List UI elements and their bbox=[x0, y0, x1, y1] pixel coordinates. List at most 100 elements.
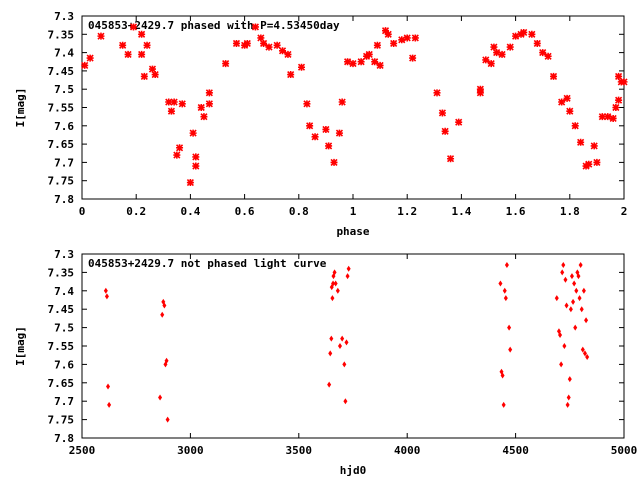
panel-1-data-point bbox=[129, 23, 138, 31]
panel-1-data-point bbox=[273, 41, 281, 49]
panel-1-data-point bbox=[512, 32, 520, 40]
panel-1-data-point bbox=[124, 50, 132, 58]
panel-1-data-point bbox=[119, 41, 127, 49]
panel-1-data-point bbox=[170, 98, 178, 106]
panel-1-data-point bbox=[165, 98, 173, 106]
panel-1-data-point bbox=[344, 58, 352, 66]
panel-1-x-tick-label: 1.8 bbox=[560, 205, 580, 218]
panel-1-data-point bbox=[487, 60, 495, 68]
panel-2-frame bbox=[81, 253, 625, 439]
panel-2-data-point bbox=[566, 394, 571, 401]
panel-1-data-point bbox=[222, 60, 230, 68]
panel-2-x-tick-label: 3500 bbox=[286, 444, 313, 457]
panel-2-data-point bbox=[501, 401, 506, 408]
panel-2-data-point bbox=[574, 287, 579, 294]
panel-1-data-point bbox=[520, 28, 528, 37]
panel-2-data-point bbox=[340, 335, 345, 342]
panel-1-data-point bbox=[476, 89, 484, 97]
panel-2-data-point bbox=[562, 343, 567, 349]
panel-2-data-point bbox=[559, 361, 564, 368]
panel-2-data-point bbox=[160, 311, 165, 318]
panel-1-data-point bbox=[232, 39, 241, 48]
panel-2-y-tick-label: 7.45 bbox=[48, 303, 75, 316]
panel-1-data-point bbox=[192, 162, 200, 170]
panel-1-data-point bbox=[506, 43, 514, 51]
panel-2-data-point bbox=[563, 276, 568, 283]
panel-2-data-point bbox=[561, 262, 566, 269]
panel-2-data-point bbox=[504, 262, 509, 269]
panel-2-data-point bbox=[503, 295, 508, 302]
panel-1-title: 045853+2429.7 phased with P=4.53450day bbox=[88, 19, 340, 32]
panel-2-data-point bbox=[508, 346, 513, 353]
panel-1-data-point bbox=[278, 47, 287, 55]
panel-1-y-tick-label: 7.45 bbox=[48, 65, 75, 78]
panel-1-data-point bbox=[438, 109, 446, 117]
panel-1-data-point bbox=[446, 155, 455, 163]
panel-2-data-point bbox=[337, 343, 342, 349]
panel-1-y-tick-label: 7.6 bbox=[54, 120, 74, 133]
panel-1-frame bbox=[81, 15, 625, 200]
panel-2-x-tick-label: 5000 bbox=[611, 444, 638, 457]
panel-2-y-axis-label: I[mag] bbox=[14, 326, 27, 366]
panel-1-data-point bbox=[539, 49, 547, 57]
panel-1-data-point bbox=[138, 50, 146, 58]
panel-1-data-point bbox=[138, 30, 146, 38]
panel-1-data-point bbox=[482, 56, 490, 64]
panel-2-data-point bbox=[581, 287, 586, 294]
panel-1-data-point bbox=[558, 98, 566, 106]
panel-1-data-point bbox=[403, 34, 411, 42]
panel-1-data-point bbox=[373, 41, 381, 49]
panel-1-data-point bbox=[533, 39, 541, 48]
panel-1-x-tick-label: 1.6 bbox=[506, 205, 526, 218]
panel-1-data-point bbox=[528, 30, 536, 38]
panel-1-x-tick-label: 0.4 bbox=[180, 205, 200, 218]
panel-2-data-point bbox=[565, 401, 570, 408]
panel-1-data-point bbox=[284, 50, 292, 58]
panel-2-data-point bbox=[579, 306, 584, 313]
panel-2-data-point bbox=[331, 280, 336, 287]
panel-1-data-point bbox=[441, 127, 449, 135]
panel-1-data-point bbox=[493, 49, 501, 57]
panel-1-data-point bbox=[297, 63, 306, 71]
panel-2-data-point bbox=[333, 280, 338, 287]
panel-2-x-tick-label: 3000 bbox=[177, 444, 204, 457]
panel-2-data-point bbox=[507, 324, 512, 331]
panel-2-data-point bbox=[165, 416, 170, 423]
panel-2-y-tick-label: 7.7 bbox=[54, 395, 74, 408]
panel-2-data-point bbox=[328, 350, 333, 357]
panel-2-data-point bbox=[578, 262, 583, 269]
panel-1-data-point bbox=[609, 114, 617, 123]
panel-2-y-tick-label: 7.55 bbox=[48, 340, 75, 353]
panel-1-y-tick-label: 7.55 bbox=[48, 102, 75, 115]
panel-2-data-point bbox=[104, 293, 109, 300]
panel-2-x-tick-label: 2500 bbox=[69, 444, 96, 457]
panel-1-y-tick-label: 7.7 bbox=[54, 156, 74, 169]
panel-1-data-point bbox=[86, 54, 94, 62]
panel-1-data-point bbox=[151, 70, 159, 79]
panel-2-data-point bbox=[106, 383, 111, 390]
panel-1-data-point bbox=[615, 72, 623, 80]
panel-1-data-point bbox=[620, 78, 628, 86]
panel-1-data-point bbox=[411, 34, 419, 42]
panel-2-data-point bbox=[558, 331, 563, 338]
panel-1-x-tick-label: 1.4 bbox=[451, 205, 471, 218]
panel-1-data-point bbox=[197, 103, 205, 112]
panel-2-data-point bbox=[330, 295, 335, 302]
panel-2-data-point bbox=[346, 265, 351, 272]
panel-1-x-tick-label: 0.8 bbox=[289, 205, 309, 218]
panel-2-data-point bbox=[103, 287, 108, 294]
panel-1-data-point bbox=[335, 129, 344, 137]
panel-1-data-point bbox=[192, 153, 200, 161]
panel-1-data-point bbox=[97, 32, 105, 40]
panel-1-data-point bbox=[455, 118, 463, 126]
panel-1-data-point bbox=[303, 100, 311, 108]
panel-1-data-point bbox=[566, 107, 574, 115]
panel-1-data-point bbox=[325, 142, 333, 150]
panel-1-data-point bbox=[311, 133, 319, 141]
panel-1-data-point bbox=[205, 100, 213, 108]
panel-2-y-tick-label: 7.8 bbox=[54, 432, 74, 445]
panel-2-data-point bbox=[335, 287, 340, 294]
panel-1-data-point bbox=[615, 96, 623, 104]
